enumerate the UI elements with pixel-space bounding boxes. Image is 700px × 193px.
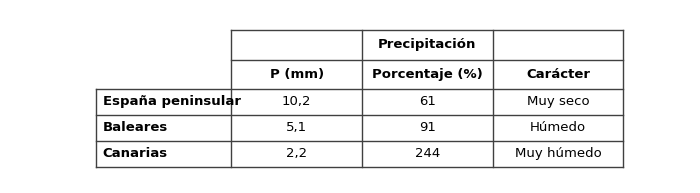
Text: P (mm): P (mm) (270, 68, 323, 81)
Text: 5,1: 5,1 (286, 121, 307, 134)
Text: Muy seco: Muy seco (527, 95, 589, 108)
Text: Muy húmedo: Muy húmedo (514, 147, 601, 160)
Text: 244: 244 (415, 147, 440, 160)
Text: Carácter: Carácter (526, 68, 590, 81)
Text: Canarias: Canarias (103, 147, 168, 160)
Text: España peninsular: España peninsular (103, 95, 241, 108)
Text: Baleares: Baleares (103, 121, 168, 134)
Text: 2,2: 2,2 (286, 147, 307, 160)
Text: Precipitación: Precipitación (378, 38, 477, 51)
Text: Húmedo: Húmedo (530, 121, 586, 134)
Text: 91: 91 (419, 121, 436, 134)
Text: 61: 61 (419, 95, 436, 108)
Text: Porcentaje (%): Porcentaje (%) (372, 68, 483, 81)
Text: 10,2: 10,2 (282, 95, 312, 108)
